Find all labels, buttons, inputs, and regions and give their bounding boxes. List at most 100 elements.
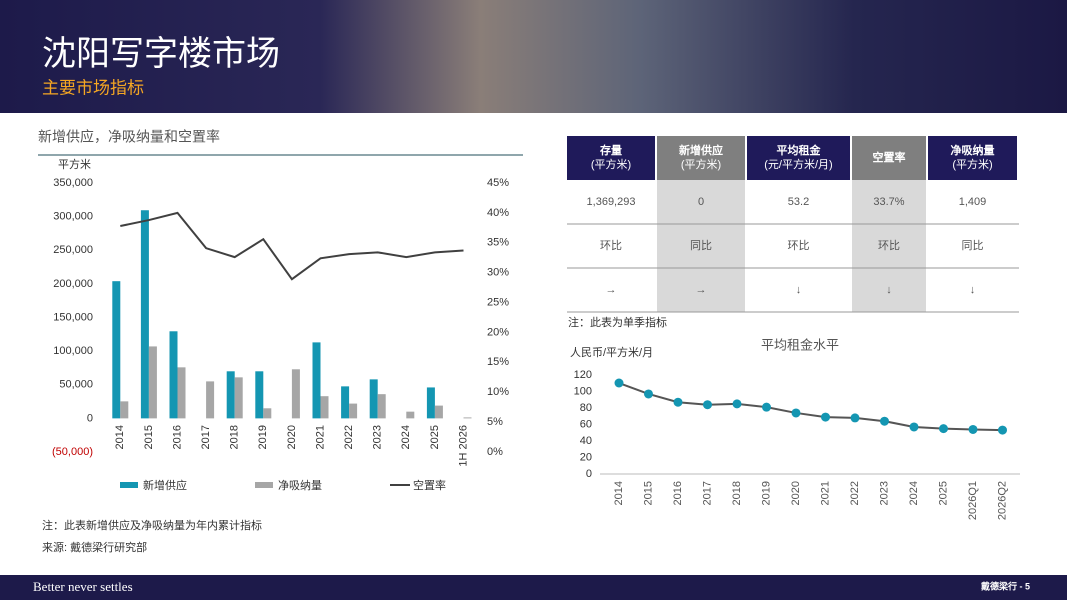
x-tick-label: 2019 <box>760 481 772 505</box>
bar <box>120 401 129 419</box>
bar <box>406 411 415 419</box>
y-tick-label: 0 <box>586 468 592 480</box>
rent-point <box>939 424 948 434</box>
x-tick-label: 2020 <box>790 481 802 505</box>
table-header-cell <box>928 136 1017 180</box>
y-tick-label: 120 <box>574 369 592 381</box>
x-tick-label: 2016 <box>171 425 183 449</box>
table-cell: ↓ <box>970 284 976 296</box>
bar <box>341 386 350 419</box>
y-tick-label: 200,000 <box>53 278 93 290</box>
x-tick-label: 2022 <box>849 481 861 505</box>
table-header-cell <box>747 136 850 180</box>
x-tick-label: 2023 <box>878 481 890 505</box>
rent-point <box>673 397 683 407</box>
y2-tick-label: 25% <box>487 296 509 308</box>
y-axis-label: 平方米 <box>58 157 91 171</box>
bar <box>140 210 149 419</box>
table-cell: 33.7% <box>873 196 904 208</box>
x-tick-label: 2020 <box>286 425 298 449</box>
page-number: 戴德梁行 - 5 <box>981 580 1030 591</box>
y2-tick-label: 0% <box>487 446 503 458</box>
table-column-shade <box>657 180 745 312</box>
bar <box>226 371 235 419</box>
y2-tick-label: 5% <box>487 416 503 428</box>
rent-point <box>821 412 830 422</box>
x-tick-label: 2023 <box>372 425 384 449</box>
x-tick-label: 2018 <box>229 425 241 449</box>
table-cell: ↓ <box>886 284 892 296</box>
x-tick-label: 2026Q1 <box>967 481 979 520</box>
note: 注：此表新增供应及净吸纳量为年内累计指标 <box>42 518 262 532</box>
table-header-cell <box>567 136 655 180</box>
bar <box>426 387 435 419</box>
y-tick-label: 50,000 <box>59 379 93 391</box>
y-tick-label: 150,000 <box>53 311 93 323</box>
x-tick-label: 2014 <box>114 425 126 449</box>
x-tick-label: 2015 <box>143 425 155 449</box>
table-header-text: 净吸纳量 <box>951 143 995 157</box>
chart-title: 平均租金水平 <box>761 337 839 352</box>
bar <box>320 396 329 419</box>
footer-bar <box>0 575 1067 600</box>
bar <box>349 403 358 419</box>
page-subtitle: 主要市场指标 <box>42 78 144 97</box>
x-tick-label: 2018 <box>731 481 743 505</box>
x-tick-label: 2024 <box>908 481 920 505</box>
rent-line <box>618 382 1003 432</box>
y-tick-label: 100 <box>574 385 592 397</box>
y-tick-label: 300,000 <box>53 211 93 223</box>
y-tick-label: 60 <box>580 418 592 430</box>
y2-tick-label: 35% <box>487 237 509 249</box>
table-cell: 53.2 <box>788 196 809 208</box>
y2-tick-label: 15% <box>487 356 509 368</box>
table-cell: 1,409 <box>959 196 987 208</box>
table-cell: 同比 <box>690 239 712 252</box>
legend-label: 净吸纳量 <box>278 478 322 492</box>
rent-point <box>968 424 978 434</box>
table-cell: 环比 <box>600 239 622 252</box>
legend-swatch <box>120 482 138 488</box>
table-header-text: (平方米) <box>681 157 721 171</box>
rent-point <box>791 408 801 418</box>
bar <box>177 367 186 419</box>
y2-tick-label: 30% <box>487 267 509 279</box>
x-tick-label: 2022 <box>343 425 355 449</box>
bar <box>206 381 215 419</box>
header-banner <box>0 0 1067 113</box>
table-cell: → <box>696 284 707 296</box>
rent-point <box>732 399 742 409</box>
rent-point <box>909 422 919 432</box>
bar <box>369 379 378 419</box>
table-header-cell <box>657 136 745 180</box>
rent-point <box>614 378 624 388</box>
table-header-cell <box>852 136 926 180</box>
table-header-text: 空置率 <box>873 150 906 164</box>
rent-point <box>850 413 860 423</box>
x-tick-label: 2024 <box>400 425 412 449</box>
bar <box>263 408 272 419</box>
y2-tick-label: 40% <box>487 207 509 219</box>
y-tick-label: 20 <box>580 451 592 463</box>
y-axis-label: 人民币/平方米/月 <box>570 345 653 359</box>
table-cell: ↓ <box>796 284 802 296</box>
bar <box>291 369 300 419</box>
legend-swatch <box>255 482 273 488</box>
bar <box>312 342 321 419</box>
vacancy-line <box>120 211 464 281</box>
x-tick-label: 2015 <box>642 481 654 505</box>
bar <box>234 377 243 419</box>
x-tick-label: 1H 2026 <box>457 425 469 467</box>
rent-point <box>644 389 653 399</box>
chart-title: 新增供应，净吸纳量和空置率 <box>38 129 220 145</box>
rent-point <box>703 400 712 410</box>
y-tick-label: 80 <box>580 402 592 414</box>
table-header-text: 平均租金 <box>777 143 822 157</box>
y2-tick-label: 20% <box>487 326 509 338</box>
x-tick-label: 2019 <box>257 425 269 449</box>
rent-point <box>880 416 889 426</box>
x-tick-label: 2025 <box>429 425 441 449</box>
legend-label: 新增供应 <box>143 478 187 492</box>
table-note: 注：此表为单季指标 <box>568 315 667 329</box>
x-tick-label: 2017 <box>701 481 713 505</box>
